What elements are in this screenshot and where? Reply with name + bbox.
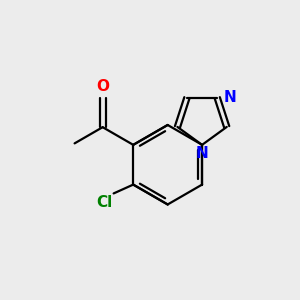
Text: O: O: [96, 79, 109, 94]
Text: N: N: [224, 91, 236, 106]
Text: Cl: Cl: [97, 195, 113, 210]
Text: N: N: [196, 146, 208, 161]
